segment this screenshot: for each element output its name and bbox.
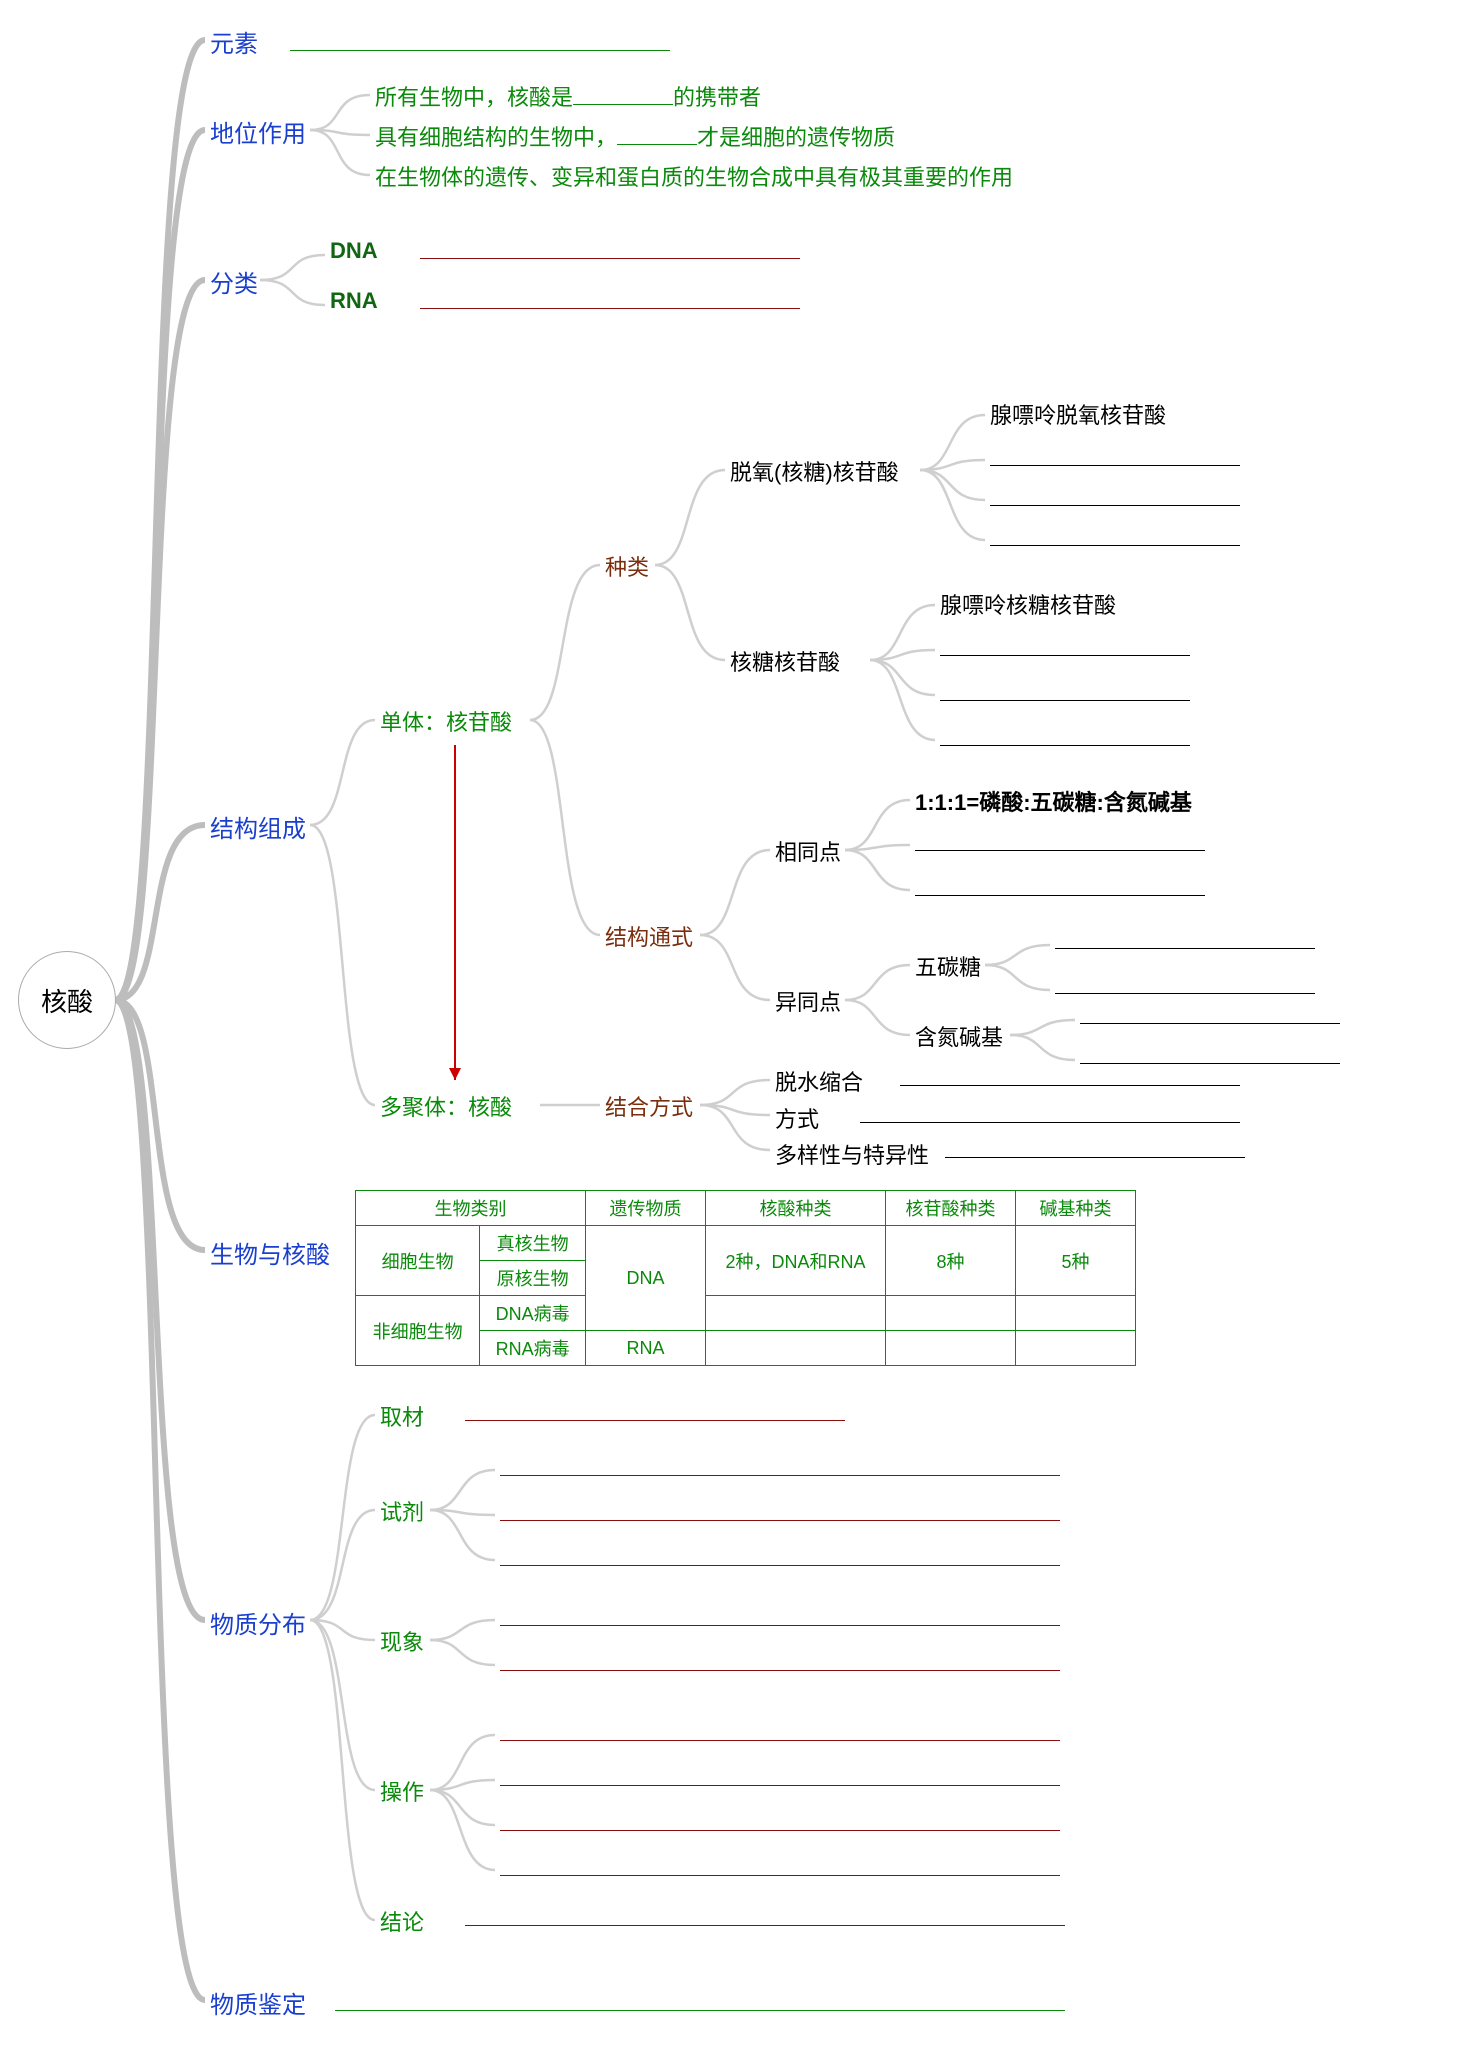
th-hgan: 核苷酸种类 — [886, 1191, 1016, 1226]
blank-he3 — [940, 700, 1190, 701]
node-shengwuyhesuan: 生物与核酸 — [210, 1235, 330, 1270]
fenlei-rna: RNA — [330, 288, 378, 314]
blank-qucai — [465, 1420, 845, 1421]
node-jiegouzucheng: 结构组成 — [210, 809, 306, 844]
cell-zhenhe: 真核生物 — [480, 1226, 586, 1261]
blank-xx2 — [500, 1670, 1060, 1671]
node-wuzhifenbu: 物质分布 — [210, 1605, 306, 1640]
blank-dna — [420, 258, 800, 259]
cell-e6 — [1016, 1331, 1136, 1366]
blank-wuzhijianding — [335, 2010, 1065, 2011]
node-duojuti: 多聚体：核酸 — [380, 1090, 512, 1122]
node-wuzhijianding: 物质鉴定 — [210, 1985, 306, 2020]
ratio: 1:1:1=磷酸:五碳糖:含氮碱基 — [915, 785, 1192, 817]
node-xianxiang: 现象 — [380, 1625, 424, 1657]
node-fangshi: 方式 — [775, 1102, 819, 1134]
fenlei-dna: DNA — [330, 238, 378, 264]
blank — [617, 122, 697, 145]
diwei-line3: 在生物体的遗传、变异和蛋白质的生物合成中具有极其重要的作用 — [375, 160, 1013, 192]
node-jiegoutongshi: 结构通式 — [605, 920, 693, 952]
th-jj: 碱基种类 — [1016, 1191, 1136, 1226]
node-jielun: 结论 — [380, 1905, 424, 1937]
blank-shiji2 — [500, 1520, 1060, 1521]
node-hannjianji: 含氮碱基 — [915, 1020, 1003, 1052]
blank-cz2 — [500, 1785, 1060, 1786]
node-danti: 单体：核苷酸 — [380, 705, 512, 737]
blank-same2 — [915, 850, 1205, 851]
blank-wt2 — [1055, 993, 1315, 994]
node-tuoyanghegan: 脱氧(核糖)核苷酸 — [730, 455, 899, 487]
cell-rnavirus: RNA病毒 — [480, 1331, 586, 1366]
txt: 所有生物中，核酸是 — [375, 85, 573, 110]
node-tuoshui: 脱水缩合 — [775, 1065, 863, 1097]
th-type: 生物类别 — [356, 1191, 586, 1226]
th-yc: 遗传物质 — [586, 1191, 706, 1226]
blank-fs — [860, 1122, 1240, 1123]
cell-2zhong: 2种，DNA和RNA — [706, 1226, 886, 1296]
cell-dnavirus: DNA病毒 — [480, 1296, 586, 1331]
blank-shiji1 — [500, 1475, 1060, 1476]
th-hs: 核酸种类 — [706, 1191, 886, 1226]
cell-feixibao: 非细胞生物 — [356, 1296, 480, 1366]
node-qucai: 取材 — [380, 1400, 424, 1432]
txt: 的携带者 — [673, 85, 761, 110]
blank — [573, 82, 673, 105]
node-duoyangxing: 多样性与特异性 — [775, 1138, 929, 1170]
blank-cz1 — [500, 1740, 1060, 1741]
cell-yuanhe: 原核生物 — [480, 1261, 586, 1296]
node-xiangtongdian: 相同点 — [775, 835, 841, 867]
blank-xx1 — [500, 1625, 1060, 1626]
diwei-line1: 所有生物中，核酸是 的携带者 — [375, 80, 761, 112]
cell-e5 — [886, 1331, 1016, 1366]
cell-e1 — [706, 1296, 886, 1331]
blank-hj1 — [1080, 1023, 1340, 1024]
root-node: 核酸 — [18, 951, 116, 1049]
root-label: 核酸 — [41, 982, 93, 1019]
node-shiji: 试剂 — [380, 1495, 424, 1527]
node-fenlei: 分类 — [210, 264, 258, 299]
node-jiehefangshi: 结合方式 — [605, 1090, 693, 1122]
blank-dy — [945, 1157, 1245, 1158]
blank-cz3 — [500, 1830, 1060, 1831]
blank-cz4 — [500, 1875, 1060, 1876]
blank-yuansu — [290, 50, 670, 51]
blank-same3 — [915, 895, 1205, 896]
cell-rna: RNA — [586, 1331, 706, 1366]
cell-dna: DNA — [586, 1226, 706, 1331]
node-caozuo: 操作 — [380, 1775, 424, 1807]
diwei-line2: 具有细胞结构的生物中， 才是细胞的遗传物质 — [375, 120, 895, 152]
blank-jielun — [465, 1925, 1065, 1926]
node-zhonglei: 种类 — [605, 550, 649, 582]
blank-wt1 — [1055, 948, 1315, 949]
node-yuansu: 元素 — [210, 24, 258, 59]
blank-he4 — [940, 745, 1190, 746]
cell-5zhong: 5种 — [1016, 1226, 1136, 1296]
cell-xibao: 细胞生物 — [356, 1226, 480, 1296]
tuoyang-item1: 腺嘌呤脱氧核苷酸 — [990, 398, 1166, 430]
blank-ts — [900, 1085, 1240, 1086]
blank-hj2 — [1080, 1063, 1340, 1064]
organism-table: 生物类别 遗传物质 核酸种类 核苷酸种类 碱基种类 细胞生物 真核生物 DNA … — [355, 1190, 1136, 1366]
node-diweizuoyong: 地位作用 — [210, 114, 306, 149]
txt: 具有细胞结构的生物中， — [375, 125, 617, 150]
blank-tuo3 — [990, 505, 1240, 506]
blank-tuo4 — [990, 545, 1240, 546]
blank-shiji3 — [500, 1565, 1060, 1566]
cell-e4 — [706, 1331, 886, 1366]
blank-rna — [420, 308, 800, 309]
hetang-item1: 腺嘌呤核糖核苷酸 — [940, 588, 1116, 620]
node-yitongdian: 异同点 — [775, 985, 841, 1017]
blank-tuo2 — [990, 465, 1240, 466]
node-hetanghegan: 核糖核苷酸 — [730, 645, 840, 677]
blank-he2 — [940, 655, 1190, 656]
txt: 才是细胞的遗传物质 — [697, 125, 895, 150]
cell-e3 — [1016, 1296, 1136, 1331]
node-wutantang: 五碳糖 — [915, 950, 981, 982]
cell-e2 — [886, 1296, 1016, 1331]
cell-8zhong: 8种 — [886, 1226, 1016, 1296]
